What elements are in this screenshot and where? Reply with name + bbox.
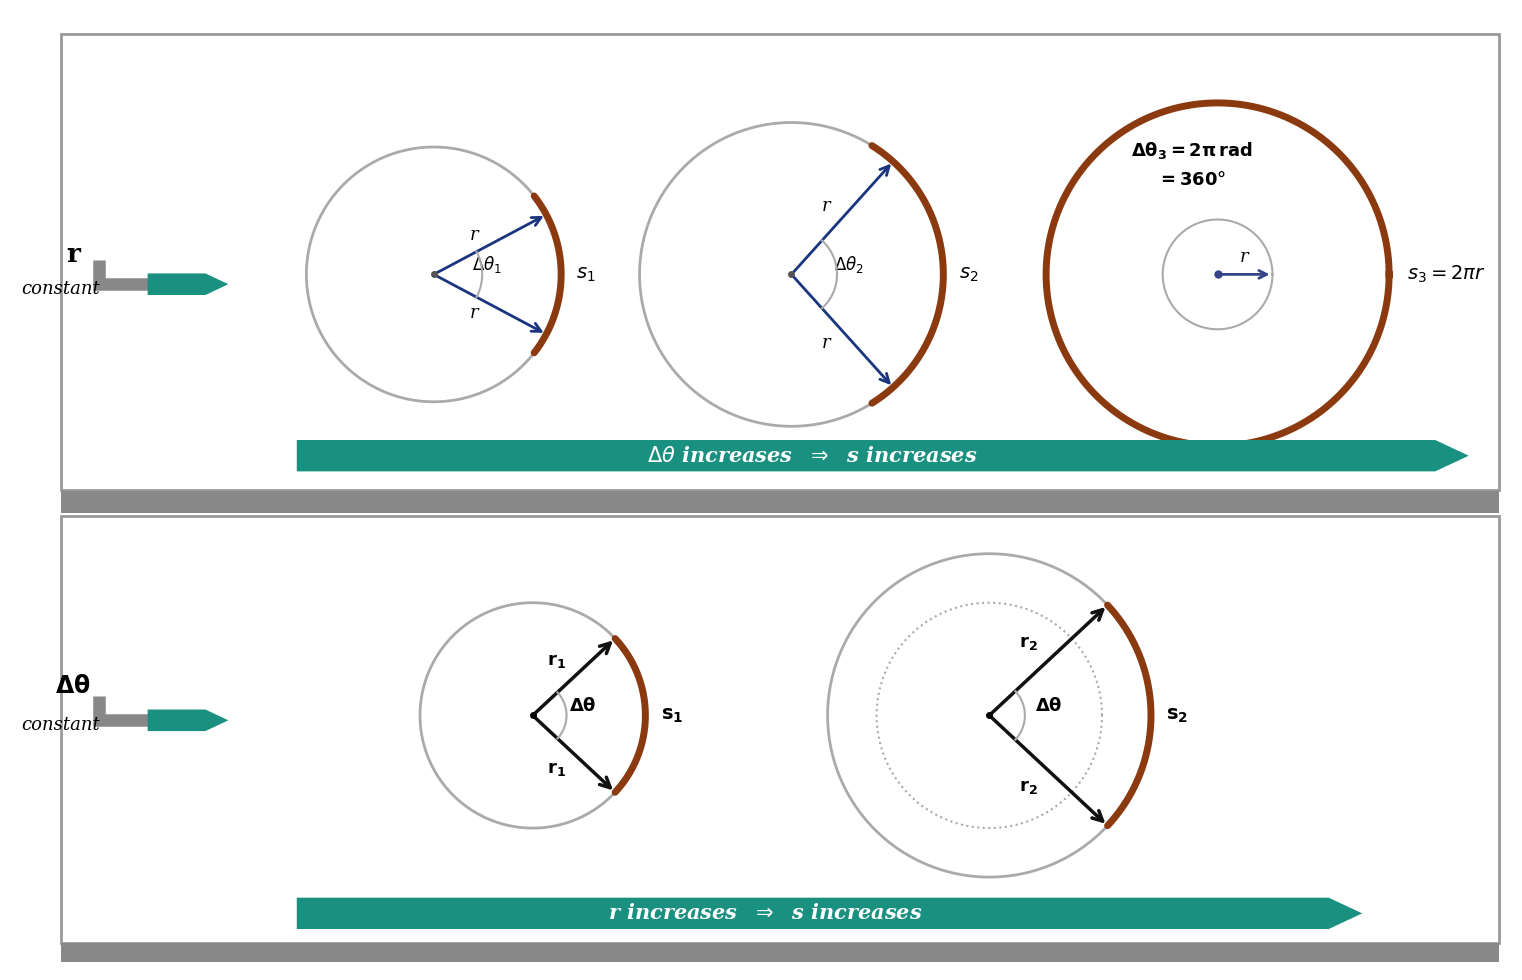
Text: r: r <box>65 242 81 268</box>
Text: $\mathbf{r_1}$: $\mathbf{r_1}$ <box>548 760 566 778</box>
Bar <box>61 943 1499 962</box>
FancyArrow shape <box>297 440 1469 471</box>
Text: $\mathbf{\Delta\theta}$: $\mathbf{\Delta\theta}$ <box>569 697 597 714</box>
Text: r: r <box>470 226 478 244</box>
Text: $\Delta\theta_1$: $\Delta\theta_1$ <box>472 254 502 275</box>
Text: $\mathbf{\Delta\theta}$: $\mathbf{\Delta\theta}$ <box>1035 697 1062 714</box>
Text: $\Delta\theta_2$: $\Delta\theta_2$ <box>834 254 864 275</box>
Text: $\mathbf{\Delta\theta_3=2\pi\,rad}$: $\mathbf{\Delta\theta_3=2\pi\,rad}$ <box>1131 140 1253 162</box>
Bar <box>61 516 1499 943</box>
Text: $\mathbf{r_2}$: $\mathbf{r_2}$ <box>1018 778 1038 797</box>
Text: r: r <box>1239 248 1248 266</box>
FancyArrow shape <box>297 898 1362 929</box>
Text: $\mathbf{s_2}$: $\mathbf{s_2}$ <box>1166 707 1189 724</box>
Bar <box>61 34 1499 490</box>
Text: r: r <box>822 197 831 215</box>
Text: r: r <box>822 334 831 352</box>
Text: $\mathbf{s_1}$: $\mathbf{s_1}$ <box>661 707 683 724</box>
Text: $\Delta\theta$ increases  $\Rightarrow$  s increases: $\Delta\theta$ increases $\Rightarrow$ s… <box>647 446 977 466</box>
Text: $\mathbf{=360°}$: $\mathbf{=360°}$ <box>1157 172 1227 189</box>
Text: constant: constant <box>21 280 100 298</box>
Text: $s_3=2\pi r$: $s_3=2\pi r$ <box>1408 264 1485 285</box>
Text: r increases  $\Rightarrow$  s increases: r increases $\Rightarrow$ s increases <box>609 904 922 923</box>
Text: $s_2$: $s_2$ <box>959 266 979 283</box>
Text: $\mathbf{r_2}$: $\mathbf{r_2}$ <box>1018 634 1038 653</box>
FancyArrow shape <box>148 273 228 295</box>
Text: r: r <box>470 305 478 322</box>
Text: $s_1$: $s_1$ <box>577 266 597 283</box>
Bar <box>61 491 1499 513</box>
Text: constant: constant <box>21 716 100 734</box>
Text: $\mathbf{\Delta\theta}$: $\mathbf{\Delta\theta}$ <box>55 674 91 698</box>
Text: $\mathbf{r_1}$: $\mathbf{r_1}$ <box>548 653 566 670</box>
FancyArrow shape <box>148 710 228 731</box>
